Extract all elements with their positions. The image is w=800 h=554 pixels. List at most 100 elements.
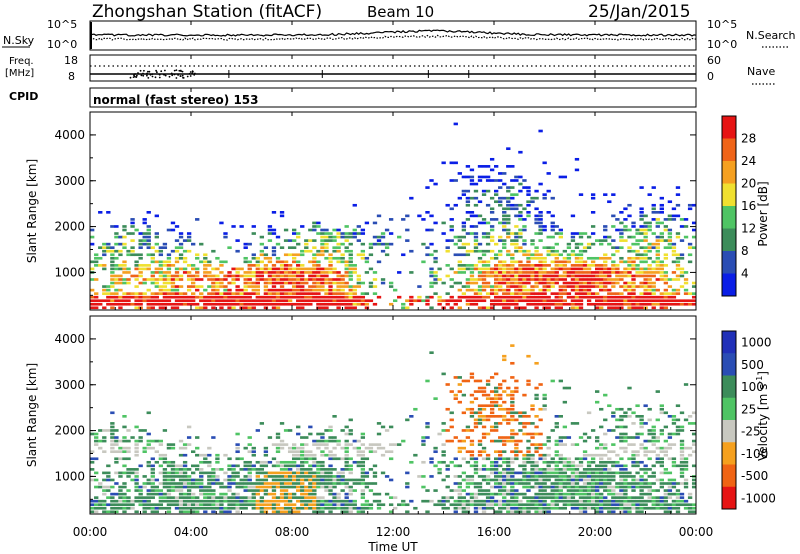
- scatter-cell: [562, 299, 568, 303]
- scatter-cell: [627, 256, 632, 260]
- scatter-cell: [453, 393, 458, 397]
- scatter-cell: [287, 292, 293, 295]
- scatter-cell: [174, 271, 180, 274]
- scatter-cell: [263, 478, 269, 482]
- scatter-cell: [615, 464, 620, 468]
- scatter-cell: [542, 475, 547, 478]
- scatter-cell: [231, 302, 236, 306]
- scatter-cell: [663, 253, 669, 257]
- beam-label: Beam 10: [367, 3, 434, 21]
- scatter-cell: [603, 453, 608, 457]
- scatter-cell: [679, 492, 685, 496]
- scatter-cell: [663, 264, 669, 267]
- scatter-cell: [518, 228, 523, 232]
- scatter-cell: [542, 288, 547, 292]
- scatter-cell: [623, 499, 628, 503]
- scatter-cell: [409, 460, 414, 464]
- scatter-cell: [251, 271, 256, 274]
- scatter-cell: [324, 292, 329, 295]
- scatter-cell: [287, 464, 293, 468]
- scatter-cell: [679, 218, 685, 221]
- scatter-cell: [296, 235, 301, 239]
- scatter-cell: [574, 457, 580, 461]
- scatter-cell: [227, 271, 232, 274]
- scatter-cell: [90, 510, 95, 514]
- scatter-cell: [142, 506, 147, 510]
- scatter-cell: [126, 457, 131, 461]
- scatter-cell: [441, 299, 446, 303]
- scatter-cell: [328, 510, 333, 514]
- scatter-cell: [364, 485, 370, 489]
- scatter-cell: [461, 175, 467, 179]
- scatter-cell: [340, 253, 345, 257]
- scatter-cell: [542, 443, 547, 446]
- scatter-cell: [534, 306, 539, 310]
- scatter-cell: [308, 489, 313, 492]
- scatter-cell: [166, 253, 172, 257]
- scatter-cell: [647, 221, 652, 225]
- scatter-cell: [138, 503, 143, 507]
- scatter-cell: [643, 214, 648, 218]
- scatter-cell: [631, 457, 636, 461]
- scatter-cell: [510, 376, 515, 379]
- scatter-cell: [554, 460, 559, 464]
- scatter-cell: [481, 189, 487, 193]
- scatter-cell: [538, 232, 543, 235]
- scatter-cell: [461, 193, 467, 196]
- scatter-cell: [651, 292, 656, 295]
- scatter-cell: [546, 285, 551, 288]
- velocity-colorbar-label-main: Velocity [m s: [756, 384, 770, 461]
- scatter-cell: [312, 281, 317, 285]
- scatter-cell: [211, 506, 216, 510]
- scatter-cell: [332, 453, 337, 457]
- scatter-cell: [271, 443, 277, 446]
- scatter-cell: [114, 439, 119, 443]
- scatter-cell: [215, 295, 220, 299]
- scatter-cell: [182, 295, 188, 299]
- scatter-cell: [271, 285, 277, 288]
- scatter-cell: [481, 285, 487, 288]
- scatter-cell: [292, 253, 297, 257]
- scatter-cell: [110, 425, 115, 429]
- scatter-cell: [279, 489, 285, 492]
- scatter-cell: [267, 499, 273, 503]
- scatter-cell: [300, 302, 305, 306]
- scatter-cell: [162, 496, 168, 499]
- scatter-cell: [182, 271, 188, 274]
- scatter-cell: [506, 285, 511, 288]
- scatter-cell: [603, 278, 608, 281]
- scatter-cell: [186, 299, 192, 303]
- scatter-cell: [659, 407, 664, 411]
- scatter-cell: [332, 482, 337, 485]
- scatter-cell: [162, 274, 168, 278]
- scatter-cell: [667, 278, 673, 281]
- scatter-cell: [502, 292, 507, 295]
- scatter-cell: [522, 264, 527, 267]
- scatter-cell: [506, 292, 511, 295]
- scatter-cell: [138, 232, 143, 235]
- scatter-cell: [336, 249, 341, 253]
- scatter-cell: [429, 475, 434, 478]
- scatter-cell: [142, 299, 147, 303]
- colorbar-tick-label: -500: [741, 469, 768, 483]
- scatter-cell: [340, 468, 345, 471]
- scatter-cell: [489, 271, 495, 274]
- scatter-cell: [348, 506, 353, 510]
- scatter-cell: [102, 249, 107, 253]
- scatter-cell: [655, 271, 660, 274]
- scatter-cell: [599, 242, 604, 246]
- scatter-cell: [247, 450, 252, 454]
- scatter-cell: [465, 379, 471, 383]
- scatter-cell: [538, 295, 543, 299]
- scatter-cell: [603, 267, 608, 271]
- scatter-cell: [388, 496, 394, 499]
- scatter-cell: [174, 306, 180, 310]
- scatter-cell: [255, 299, 260, 303]
- scatter-cell: [635, 404, 640, 408]
- scatter-cell: [679, 274, 685, 278]
- scatter-cell: [485, 281, 491, 285]
- scatter-cell: [671, 260, 677, 264]
- scatter-cell: [360, 503, 366, 507]
- scatter-cell: [599, 299, 604, 303]
